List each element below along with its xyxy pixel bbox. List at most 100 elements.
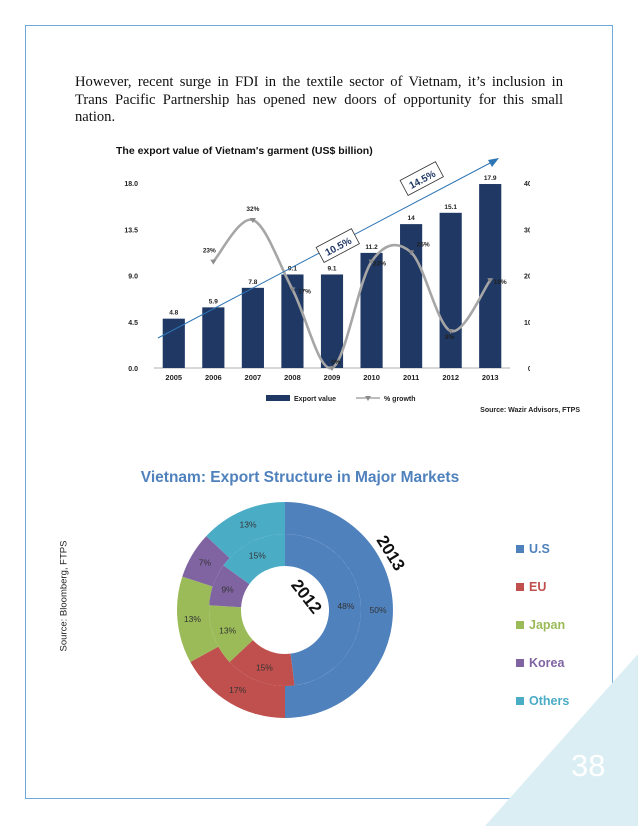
bar-2008 bbox=[281, 274, 304, 368]
legend-item: U.S bbox=[516, 530, 569, 568]
x-tick-label: 2012 bbox=[442, 373, 459, 382]
bar-value-label: 9.1 bbox=[327, 265, 336, 272]
x-tick-label: 2008 bbox=[284, 373, 301, 382]
growth-marker bbox=[408, 250, 415, 256]
legend-export-label: Export value bbox=[294, 396, 336, 403]
bar-value-label: 7.8 bbox=[248, 279, 257, 286]
chart1-source: Source: Wazir Advisors, FTPS bbox=[480, 407, 580, 414]
y-tick-label: 4.5 bbox=[128, 320, 138, 327]
growth-label: 23% bbox=[373, 261, 386, 268]
growth-label: 0% bbox=[331, 359, 341, 366]
donut-value-label: 50% bbox=[369, 605, 386, 615]
y-tick-label: 18.0 bbox=[124, 181, 138, 188]
x-tick-label: 2006 bbox=[205, 373, 222, 382]
growth-marker bbox=[487, 278, 494, 284]
donut-legend: U.S EU Japan Korea Others bbox=[516, 530, 569, 720]
bar-2013 bbox=[479, 184, 502, 368]
legend-label: EU bbox=[529, 580, 547, 594]
growth-marker bbox=[249, 218, 256, 223]
legend-item: Korea bbox=[516, 644, 569, 682]
bar-2006 bbox=[202, 307, 225, 368]
growth-label: 23% bbox=[203, 248, 216, 255]
growth-label: 32% bbox=[246, 206, 259, 213]
legend-growth-label: % growth bbox=[384, 396, 416, 403]
bar-value-label: 5.9 bbox=[209, 298, 218, 305]
growth-marker bbox=[447, 329, 454, 334]
growth-marker bbox=[210, 259, 217, 265]
legend-label: Others bbox=[529, 694, 570, 708]
body-paragraph: However, recent surge in FDI in the text… bbox=[75, 74, 563, 125]
x-tick-label: 2005 bbox=[165, 373, 182, 382]
legend-item: EU bbox=[516, 568, 569, 606]
legend-item: Others bbox=[516, 682, 569, 720]
y-tick-label: 0.0 bbox=[128, 366, 138, 373]
bar-2005 bbox=[162, 318, 185, 368]
bar-value-label: 14 bbox=[407, 215, 415, 222]
callout-box bbox=[399, 161, 444, 196]
legend-label: Korea bbox=[529, 656, 565, 670]
donut-value-label: 17% bbox=[229, 685, 246, 695]
growth-label: 25% bbox=[417, 241, 430, 248]
donut-value-label: 13% bbox=[240, 520, 257, 530]
legend-swatch bbox=[516, 697, 524, 705]
x-tick-label: 2013 bbox=[482, 373, 499, 382]
donut-value-label: 13% bbox=[219, 626, 236, 636]
donut-slice-2012-EU bbox=[229, 640, 295, 686]
legend-label: Japan bbox=[529, 618, 566, 632]
garment-export-chart: The export value of Vietnam's garment (U… bbox=[116, 145, 530, 403]
bar-2009 bbox=[320, 274, 344, 368]
growth-rate-callout: 14.5% bbox=[399, 161, 444, 196]
growth-marker bbox=[329, 366, 335, 371]
growth-rate-callout: 10.5% bbox=[315, 228, 360, 263]
bar-2007 bbox=[241, 287, 264, 368]
donut-slice-2013-EU bbox=[190, 646, 285, 718]
x-tick-label: 2007 bbox=[245, 373, 262, 382]
legend-export-swatch bbox=[266, 395, 290, 401]
growth-line bbox=[212, 218, 492, 370]
donut-slice-2013-U.S bbox=[285, 502, 393, 718]
chart2-title: Vietnam: Export Structure in Major Marke… bbox=[140, 469, 460, 486]
donut-slice-2012-U.S bbox=[285, 534, 362, 686]
growth-label: 17% bbox=[298, 288, 311, 295]
bar-value-label: 15.1 bbox=[444, 204, 457, 211]
donut-slice-2012-Japan bbox=[209, 605, 253, 663]
legend-label: U.S bbox=[529, 542, 550, 556]
donut-value-label: 13% bbox=[184, 614, 201, 624]
growth-marker bbox=[289, 287, 296, 293]
donut-value-label: 15% bbox=[249, 551, 266, 561]
legend-swatch bbox=[516, 659, 524, 667]
growth-marker bbox=[368, 259, 375, 265]
callout-box bbox=[315, 228, 360, 263]
page-number: 38 bbox=[571, 748, 606, 783]
y2-tick-label: 30% bbox=[524, 227, 530, 234]
chart2-source: Source: Bloomberg, FTPS bbox=[58, 540, 70, 652]
bar-value-label: 11.2 bbox=[365, 244, 378, 251]
legend-swatch bbox=[516, 621, 524, 629]
bar-2010 bbox=[360, 252, 383, 368]
chart1-title: The export value of Vietnam's garment (U… bbox=[116, 145, 373, 157]
donut-slice-2012-Others bbox=[223, 534, 285, 585]
donut-slice-2013-Korea bbox=[182, 536, 230, 587]
x-tick-label: 2010 bbox=[363, 373, 380, 382]
donut-value-label: 7% bbox=[199, 558, 212, 568]
bar-2012 bbox=[439, 212, 462, 368]
x-tick-label: 2009 bbox=[324, 373, 341, 382]
trend-arrow-head bbox=[488, 158, 499, 167]
donut-slice-2013-Japan bbox=[177, 576, 219, 663]
growth-label: 19% bbox=[494, 279, 507, 286]
donut-value-label: 9% bbox=[221, 584, 234, 594]
legend-swatch bbox=[516, 583, 524, 591]
donut-value-label: 15% bbox=[256, 662, 273, 672]
y-tick-label: 9.0 bbox=[128, 274, 138, 281]
legend-swatch bbox=[516, 545, 524, 553]
bar-value-label: 9.1 bbox=[288, 265, 297, 272]
x-tick-label: 2011 bbox=[403, 373, 419, 382]
bar-value-label: 4.8 bbox=[169, 310, 178, 317]
donut-value-label: 48% bbox=[337, 601, 354, 611]
growth-label: 8% bbox=[445, 334, 455, 341]
legend-growth-marker bbox=[365, 396, 371, 401]
y2-tick-label: 10% bbox=[524, 320, 530, 327]
legend-item: Japan bbox=[516, 606, 569, 644]
donut-slice-2012-Korea bbox=[209, 565, 250, 608]
